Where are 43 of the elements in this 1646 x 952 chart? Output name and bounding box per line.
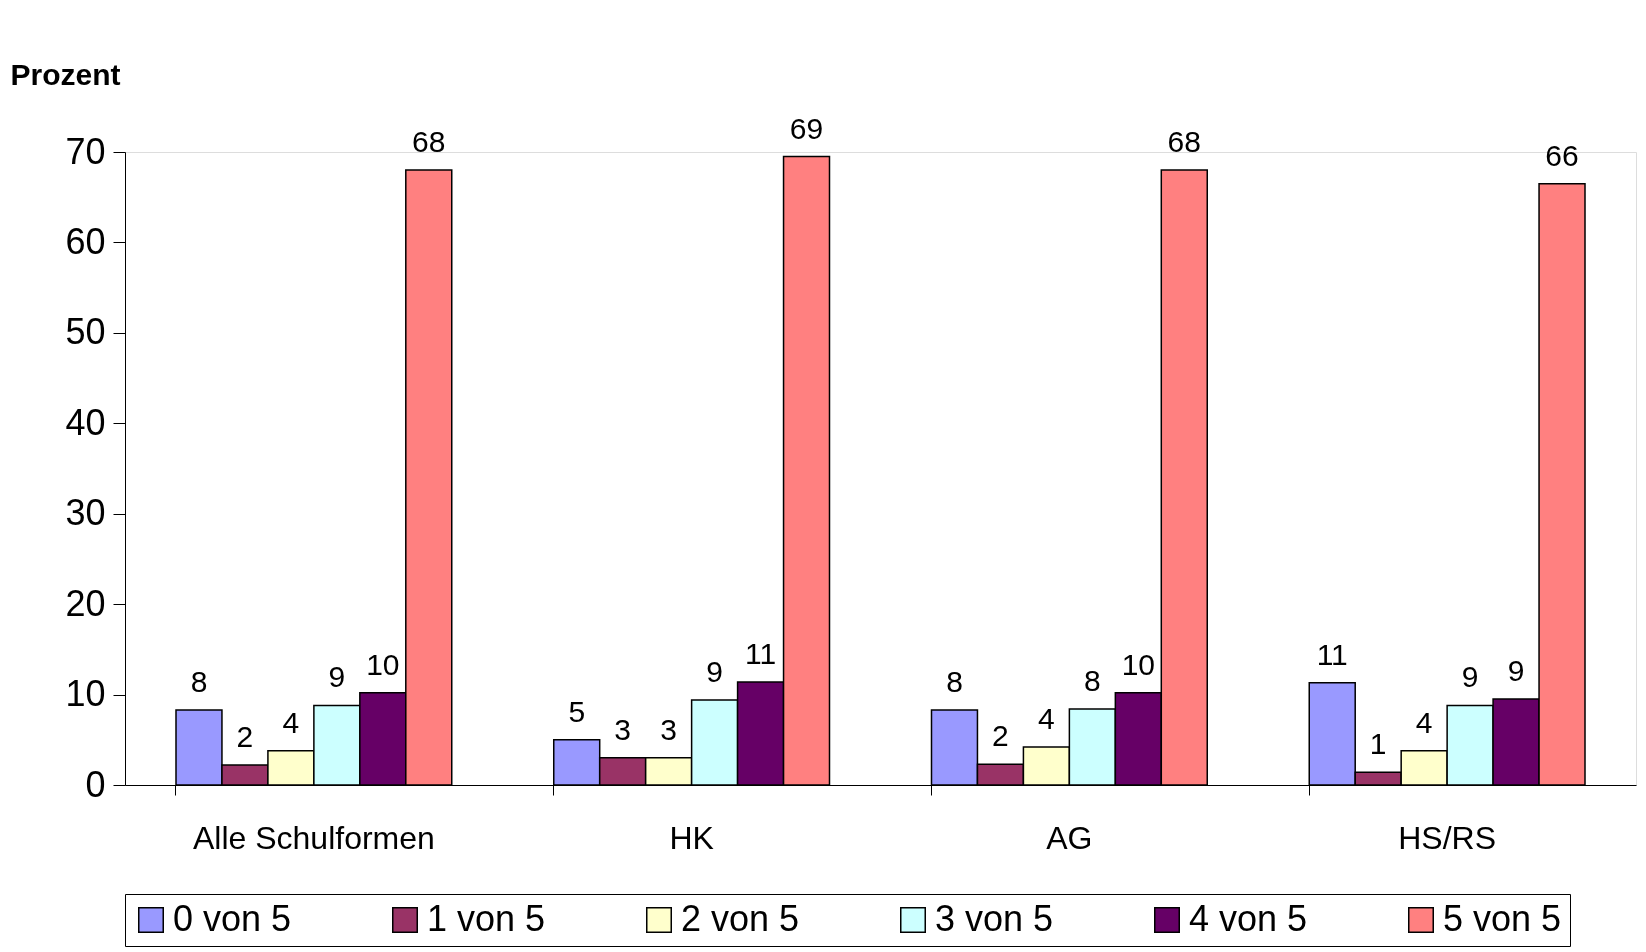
data-label: 9 <box>1507 654 1525 688</box>
y-tick-label: 0 <box>85 763 106 805</box>
x-tick-label: Alle Schulformen <box>192 819 435 856</box>
y-tick-label: 40 <box>65 401 106 443</box>
y-tick-label: 20 <box>65 582 106 624</box>
y-tick-label: 60 <box>65 220 106 262</box>
x-tick-label: HK <box>669 819 714 856</box>
data-label: 8 <box>1084 664 1101 698</box>
data-label: 4 <box>1415 705 1433 739</box>
data-label: 68 <box>412 125 446 159</box>
legend-label: 1 von 5 <box>427 898 546 939</box>
data-label: 9 <box>328 660 346 694</box>
data-label: 10 <box>366 647 400 681</box>
y-tick-label: 70 <box>65 130 106 172</box>
data-label: 4 <box>282 705 300 739</box>
data-label: 8 <box>946 664 963 698</box>
legend-label: 4 von 5 <box>1189 898 1308 939</box>
y-tick-label: 10 <box>65 673 106 715</box>
y-tick-label: 50 <box>65 311 106 353</box>
data-label: 9 <box>1461 660 1479 694</box>
x-tick-label: AG <box>1046 819 1093 856</box>
data-label: 11 <box>744 636 777 670</box>
y-tick-label: 30 <box>65 492 106 534</box>
data-label: 2 <box>992 719 1009 753</box>
data-label: 66 <box>1545 138 1579 172</box>
data-label: 11 <box>1316 637 1348 671</box>
data-label: 4 <box>1038 702 1055 736</box>
data-label: 1 <box>1369 727 1387 761</box>
data-label: 3 <box>660 712 677 746</box>
data-label: 68 <box>1167 125 1201 159</box>
data-label: 5 <box>568 694 586 728</box>
data-label: 3 <box>614 712 632 746</box>
data-label: 8 <box>190 664 208 698</box>
data-label: 69 <box>789 111 824 145</box>
legend-label: 3 von 5 <box>935 898 1054 939</box>
x-tick-label: HS/RS <box>1398 819 1497 856</box>
legend-label: 0 von 5 <box>173 898 292 939</box>
y-axis-title: Prozent <box>10 57 121 91</box>
legend-label: 2 von 5 <box>681 898 800 939</box>
data-label: 10 <box>1121 647 1155 681</box>
data-label: 9 <box>706 655 723 688</box>
data-label: 2 <box>236 720 254 754</box>
legend-label: 5 von 5 <box>1443 898 1562 939</box>
